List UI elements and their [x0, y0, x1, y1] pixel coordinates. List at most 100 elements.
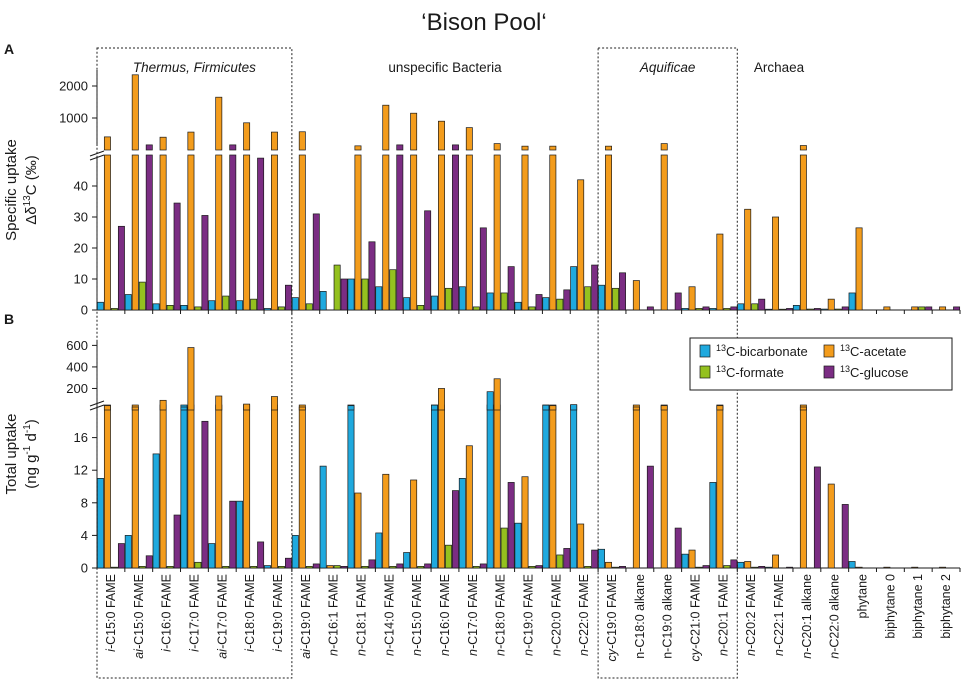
bar-B-7-s3: [312, 563, 320, 569]
bar-upper-A-9-s1: [354, 145, 362, 151]
category-label-19: n-C18:0 alkane: [633, 574, 647, 659]
bar-A-4-s2: [222, 295, 230, 311]
bar-A-12-s1: [438, 154, 445, 311]
bar-A-27-s0: [848, 292, 856, 311]
bar-B-27-s0: [848, 561, 856, 569]
bar-B-22-s3: [730, 559, 738, 569]
bar-B-24-s3: [786, 566, 793, 569]
bar-A-13-s3: [479, 227, 487, 311]
bar-A-27-s1: [855, 227, 863, 311]
legend-swatch-1: [823, 344, 835, 358]
bar-B-14-s0: [486, 404, 494, 569]
y-tick-label: 200: [66, 381, 88, 396]
bar-A-6-s1: [271, 154, 278, 311]
bar-A-4-s3: [229, 154, 237, 311]
category-label-14: n-C18:0 FAME: [494, 574, 508, 656]
bar-A-5-s2: [250, 298, 258, 311]
category-label-11: n-C15:0 FAME: [410, 574, 424, 656]
group-label-3: Archaea: [754, 60, 805, 75]
bar-B-8-s0: [319, 465, 327, 569]
bar-A-0-s2: [110, 308, 118, 311]
bar-upper-A-11-s1: [410, 112, 418, 151]
bar-B-5-s3: [257, 541, 265, 569]
bar-upper-B-4-s1: [215, 395, 223, 411]
bar-A-25-s0: [792, 305, 800, 311]
bar-A-14-s2: [500, 292, 508, 311]
bar-A-20-s1: [660, 154, 668, 311]
bar-A-24-s2: [779, 308, 786, 311]
bar-B-28-s1: [883, 566, 891, 569]
bar-upper-A-4-s3: [229, 144, 237, 151]
bar-A-10-s2: [389, 269, 397, 311]
y-tick-label: 400: [66, 359, 88, 374]
bar-A-7-s3: [312, 213, 320, 311]
bar-A-25-s3: [813, 308, 821, 311]
bar-B-13-s2: [472, 566, 480, 569]
bar-B-29-s1: [911, 566, 919, 569]
bar-B-7-s0: [291, 535, 299, 569]
bar-upper-B-2-s1: [159, 399, 167, 411]
category-label-27: phytane: [856, 574, 870, 619]
bar-A-3-s1: [187, 154, 195, 311]
legend-label-3: 13C-glucose: [840, 364, 909, 380]
category-label-22: n-C20:1 FAME: [716, 574, 730, 656]
bar-A-26-s1: [827, 298, 835, 311]
category-label-4: ai-C17:0 FAME: [215, 574, 229, 659]
bar-upper-A-7-s1: [298, 131, 306, 151]
bar-A-14-s0: [486, 292, 494, 311]
bar-A-23-s0: [737, 303, 745, 311]
bar-A-4-s1: [215, 154, 223, 311]
bar-A-28-s1: [883, 306, 891, 311]
category-label-5: i-C18:0 FAME: [243, 574, 257, 652]
bar-A-30-s3: [953, 306, 961, 311]
bar-A-10-s3: [396, 154, 404, 311]
bar-B-15-s0: [514, 522, 522, 569]
bar-B-13-s3: [479, 563, 487, 569]
bar-A-17-s0: [570, 266, 578, 311]
bar-B-9-s1: [354, 492, 362, 569]
bar-upper-A-2-s1: [159, 136, 167, 151]
bar-A-29-s2: [918, 306, 926, 311]
bar-A-3-s2: [194, 306, 202, 311]
bar-A-23-s2: [751, 303, 759, 311]
bar-B-21-s1: [688, 549, 696, 569]
y-tick-label: 600: [66, 338, 88, 353]
bar-A-21-s2: [695, 308, 703, 311]
bar-upper-A-20-s1: [660, 143, 668, 151]
bar-A-16-s0: [542, 297, 550, 311]
bar-A-14-s3: [507, 266, 515, 311]
bar-B-6-s0: [264, 565, 271, 569]
bar-B-16-s2: [556, 554, 564, 569]
bar-B-8-s2: [333, 565, 341, 569]
bar-A-16-s3: [563, 289, 571, 311]
bar-A-19-s3: [646, 306, 654, 311]
bar-B-4-s3: [229, 500, 237, 569]
bar-B-19-s3: [646, 465, 654, 569]
bar-B-18-s1: [605, 561, 612, 569]
y-tick-label: 8: [81, 495, 88, 510]
bar-A-7-s2: [305, 303, 313, 311]
bar-upper-B-16-s0: [542, 404, 550, 411]
bar-B-16-s0: [542, 404, 550, 569]
bar-A-13-s2: [472, 306, 480, 311]
bar-B-18-s0: [598, 548, 605, 569]
group-label-0: Thermus, Firmicutes: [133, 60, 256, 75]
bar-A-19-s1: [632, 280, 640, 311]
bar-B-20-s3: [674, 527, 682, 569]
bar-upper-B-3-s1: [187, 347, 195, 411]
bar-upper-B-16-s1: [549, 405, 557, 411]
legend: 13C-bicarbonate 13C-acetate 13C-formate 13C…: [689, 337, 953, 391]
bar-upper-A-4-s1: [215, 96, 223, 151]
bar-upper-A-16-s1: [549, 145, 557, 151]
group-label-2: Aquificae: [639, 60, 696, 75]
bar-A-20-s3: [674, 292, 682, 311]
bar-B-17-s2: [584, 566, 592, 569]
bar-A-7-s1: [298, 154, 306, 311]
category-label-24: n-C22:1 FAME: [772, 574, 786, 656]
bar-A-11-s2: [417, 305, 425, 311]
bar-A-13-s0: [458, 286, 466, 311]
bar-B-24-s1: [772, 554, 779, 569]
bar-A-15-s2: [528, 306, 536, 311]
category-label-12: n-C16:0 FAME: [438, 574, 452, 656]
bar-A-18-s1: [605, 154, 612, 311]
